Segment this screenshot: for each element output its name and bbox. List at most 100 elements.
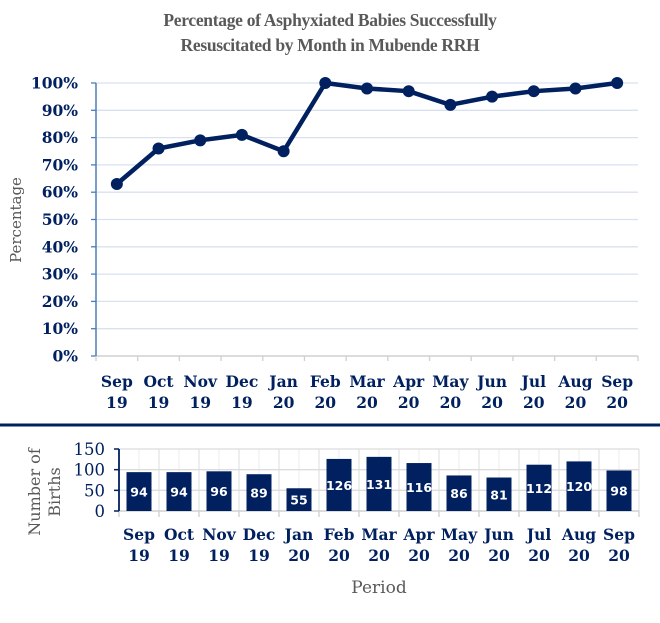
x-tick-label: 20 xyxy=(608,546,630,565)
line-chart: 0% 10% 20% 30% 40% 50% 60% 70% 80% 90% 100% Sep 19 Oc… xyxy=(7,74,639,412)
bar xyxy=(446,475,472,511)
data-point xyxy=(402,85,415,98)
y-tick-label: 40% xyxy=(42,237,79,256)
x-tick-label: Aug xyxy=(561,525,596,544)
x-tick-label: Oct xyxy=(143,372,174,391)
x-tick-label: 20 xyxy=(565,393,587,412)
y-tick-label: 0 xyxy=(95,502,106,521)
x-tick-label: 20 xyxy=(328,546,350,565)
x-tick-label: Aug xyxy=(557,372,592,391)
x-tick-label: Mar xyxy=(349,372,385,391)
bar xyxy=(606,470,632,511)
x-tick-label: 20 xyxy=(408,546,430,565)
x-tick-label: Jan xyxy=(283,525,314,544)
data-point xyxy=(319,77,332,89)
x-tick-label: 20 xyxy=(568,546,590,565)
data-point xyxy=(444,98,457,111)
bar xyxy=(366,456,392,511)
x-tick-label: 20 xyxy=(273,393,295,412)
x-tick-label: Dec xyxy=(243,525,276,544)
data-point xyxy=(110,178,123,191)
x-tick-label: 19 xyxy=(208,546,230,565)
x-tick-label: Sep xyxy=(603,525,635,544)
y-tick-label: 100 xyxy=(74,461,106,480)
bar xyxy=(166,472,192,511)
y-tick-label: 60% xyxy=(42,183,79,202)
x-tick-label: Jul xyxy=(520,372,547,391)
bar xyxy=(206,471,232,511)
x-tick-label: Sep xyxy=(123,525,155,544)
x-tick-label: Jun xyxy=(475,372,507,391)
bar xyxy=(566,461,592,511)
x-tick-label: Jun xyxy=(482,525,514,544)
bar xyxy=(286,488,312,511)
data-point xyxy=(194,134,207,147)
chart-title-line-1: Percentage of Asphyxiated Babies Success… xyxy=(163,10,497,30)
x-tick-label: Apr xyxy=(402,525,435,544)
y-tick-label: 50% xyxy=(42,210,79,229)
bar xyxy=(246,474,272,511)
x-tick-label: 19 xyxy=(189,393,211,412)
x-tick-label: Jul xyxy=(525,525,552,544)
data-point xyxy=(486,90,499,103)
x-tick-label: Dec xyxy=(226,372,259,391)
y-tick-label: 70% xyxy=(42,155,79,174)
x-tick-label: 20 xyxy=(356,393,378,412)
data-label: 94 xyxy=(130,485,148,500)
data-point xyxy=(569,82,582,95)
x-tick-label: 20 xyxy=(398,393,420,412)
x-tick-label: 20 xyxy=(488,546,510,565)
x-tick-label: Sep xyxy=(601,372,633,391)
data-point xyxy=(361,82,373,95)
y-tick-label: 10% xyxy=(42,319,79,338)
data-label: 94 xyxy=(170,485,188,500)
data-point xyxy=(527,85,540,98)
y-tick-label: 90% xyxy=(42,101,79,120)
x-tick-label: May xyxy=(441,525,478,544)
x-tick-label: Sep xyxy=(101,372,133,391)
data-point xyxy=(611,77,624,89)
x-tick-label: Feb xyxy=(310,372,341,391)
data-label: 116 xyxy=(406,480,432,495)
y-axis-title: Percentage xyxy=(7,177,25,263)
y-axis-title-line-1: Number of xyxy=(25,447,44,536)
data-label: 126 xyxy=(326,478,352,493)
data-point xyxy=(277,145,290,158)
bar xyxy=(526,464,552,511)
data-label: 96 xyxy=(210,484,228,499)
data-label: 55 xyxy=(290,493,307,508)
x-tick-label: 20 xyxy=(288,546,310,565)
data-label: 98 xyxy=(610,484,627,499)
data-point xyxy=(152,142,165,155)
x-axis-title: Period xyxy=(351,578,407,598)
x-tick-label: Feb xyxy=(324,525,355,544)
y-tick-label: 0% xyxy=(52,347,78,366)
data-label: 81 xyxy=(490,487,507,502)
x-tick-label: 19 xyxy=(148,393,170,412)
bar xyxy=(486,477,512,511)
data-point xyxy=(235,128,248,141)
x-tick-label: 20 xyxy=(448,546,470,565)
data-label: 86 xyxy=(450,486,468,501)
data-label: 131 xyxy=(366,477,392,492)
bar xyxy=(406,463,432,511)
data-label: 112 xyxy=(526,481,552,496)
x-tick-label: 19 xyxy=(231,393,253,412)
y-axis-title-line-2: Births xyxy=(45,467,64,516)
bar xyxy=(126,472,152,511)
x-tick-label: Nov xyxy=(202,525,237,544)
x-tick-label: 19 xyxy=(128,546,150,565)
y-tick-label: 20% xyxy=(42,292,79,311)
y-tick-label: 50 xyxy=(84,481,105,500)
x-tick-label: May xyxy=(432,372,469,391)
x-tick-label: 20 xyxy=(368,546,390,565)
bar xyxy=(326,458,352,511)
x-tick-label: Jan xyxy=(267,372,298,391)
x-tick-label: 19 xyxy=(106,393,128,412)
data-label: 89 xyxy=(250,486,267,501)
x-tick-label: 20 xyxy=(481,393,503,412)
chart-title-line-2: Resuscitated by Month in Mubende RRH xyxy=(180,35,480,55)
y-tick-label: 30% xyxy=(42,265,79,284)
